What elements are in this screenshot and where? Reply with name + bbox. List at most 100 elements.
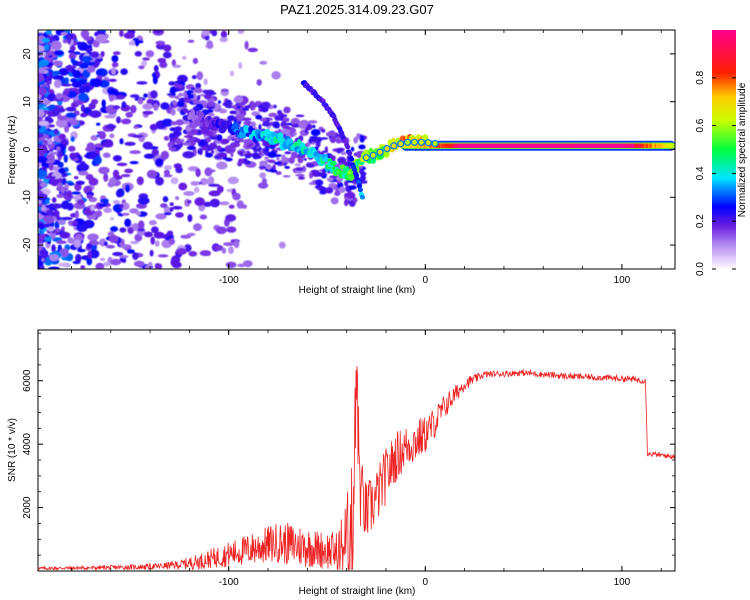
noise-blob: [237, 120, 242, 125]
carrier-segment: [672, 143, 675, 148]
branch-blob: [198, 111, 204, 119]
noise-blob: [49, 254, 59, 262]
noise-blob: [194, 197, 205, 207]
noise-blob: [44, 175, 56, 179]
noise-blob: [110, 217, 115, 221]
noise-blob: [66, 64, 73, 73]
noise-blob: [133, 125, 139, 129]
noise-blob: [112, 199, 121, 205]
branch-blob: [356, 183, 362, 189]
carrier-segment: [620, 143, 623, 148]
noise-blob: [45, 209, 54, 217]
spectrogram-image: [38, 30, 675, 269]
noise-blob: [227, 176, 239, 185]
noise-blob: [63, 91, 70, 95]
noise-blob: [172, 64, 182, 68]
carrier-segment: [558, 143, 561, 148]
carrier-segment: [638, 143, 641, 148]
noise-blob: [116, 94, 126, 100]
branch-knot: [431, 139, 439, 148]
noise-blob: [87, 233, 99, 241]
noise-blob: [50, 177, 59, 187]
carrier-segment: [572, 143, 575, 148]
noise-blob: [153, 231, 165, 239]
noise-blob: [325, 187, 334, 194]
noise-blob: [208, 190, 221, 197]
noise-blob: [88, 177, 96, 182]
noise-blob: [80, 104, 85, 113]
noise-blob: [175, 119, 185, 126]
carrier-segment: [595, 143, 599, 148]
noise-blob: [278, 241, 286, 249]
noise-blob: [98, 131, 107, 140]
noise-blob: [267, 151, 277, 158]
noise-blob: [41, 166, 47, 171]
noise-blob: [278, 128, 282, 132]
carrier-segment: [418, 143, 421, 148]
noise-blob: [229, 110, 237, 115]
noise-blob: [58, 262, 70, 267]
noise-blob: [236, 162, 241, 165]
noise-blob: [163, 135, 170, 141]
noise-blob: [348, 185, 357, 190]
carrier-segment: [444, 143, 447, 148]
noise-blob: [352, 197, 358, 203]
noise-blob: [56, 240, 67, 244]
noise-blob: [216, 185, 224, 193]
noise-blob: [59, 248, 69, 257]
noise-blob: [121, 101, 127, 109]
noise-blob: [41, 206, 47, 211]
noise-blob: [312, 124, 316, 129]
carrier-segment: [531, 143, 534, 148]
noise-blob: [175, 196, 180, 201]
carrier-segment: [451, 143, 454, 148]
noise-blob: [310, 129, 321, 136]
noise-blob: [80, 265, 86, 269]
noise-blob: [230, 142, 241, 148]
noise-blob: [182, 142, 192, 146]
noise-blob: [38, 156, 48, 164]
noise-blob: [45, 80, 52, 85]
noise-blob: [112, 251, 124, 257]
carrier-segment: [462, 143, 465, 148]
noise-blob: [86, 243, 93, 249]
noise-blob: [344, 199, 349, 207]
carrier-segment: [637, 143, 640, 148]
noise-blob: [56, 193, 64, 199]
noise-blob: [217, 100, 221, 104]
noise-blob: [119, 227, 127, 233]
noise-blob: [220, 30, 228, 39]
noise-blob: [53, 128, 59, 135]
noise-blob: [102, 141, 114, 148]
carrier-segment: [630, 143, 633, 148]
noise-blob: [162, 196, 169, 203]
carrier-segment: [626, 143, 629, 148]
noise-blob: [284, 165, 291, 169]
noise-blob: [155, 213, 167, 220]
noise-blob: [188, 251, 198, 257]
carrier-segment: [529, 143, 533, 148]
carrier-segment: [515, 143, 519, 148]
carrier-segment: [481, 143, 484, 148]
noise-blob: [127, 227, 134, 234]
spectrogram-y-axis-label: Frequency (Hz): [7, 116, 18, 185]
carrier-segment: [492, 143, 495, 148]
branch-knot: [390, 142, 398, 150]
noise-blob: [220, 138, 230, 144]
noise-blob: [110, 258, 122, 266]
noise-blob: [153, 30, 163, 34]
noise-blob: [73, 51, 81, 55]
noise-blob: [48, 71, 53, 80]
carrier-segment: [615, 143, 618, 148]
snr-series-line: [38, 366, 675, 571]
noise-blob: [269, 169, 278, 173]
noise-blob: [168, 81, 176, 86]
noise-blob: [52, 60, 63, 67]
noise-blob: [129, 161, 139, 165]
carrier-segment: [550, 143, 553, 148]
noise-blob: [295, 173, 305, 177]
noise-blob: [203, 94, 212, 100]
carrier-segment: [645, 143, 648, 148]
noise-blob: [247, 47, 258, 53]
